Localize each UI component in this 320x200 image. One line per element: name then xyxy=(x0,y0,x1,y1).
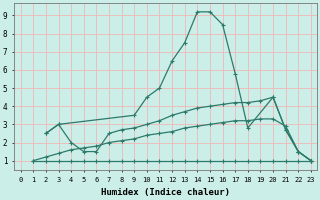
X-axis label: Humidex (Indice chaleur): Humidex (Indice chaleur) xyxy=(101,188,230,197)
